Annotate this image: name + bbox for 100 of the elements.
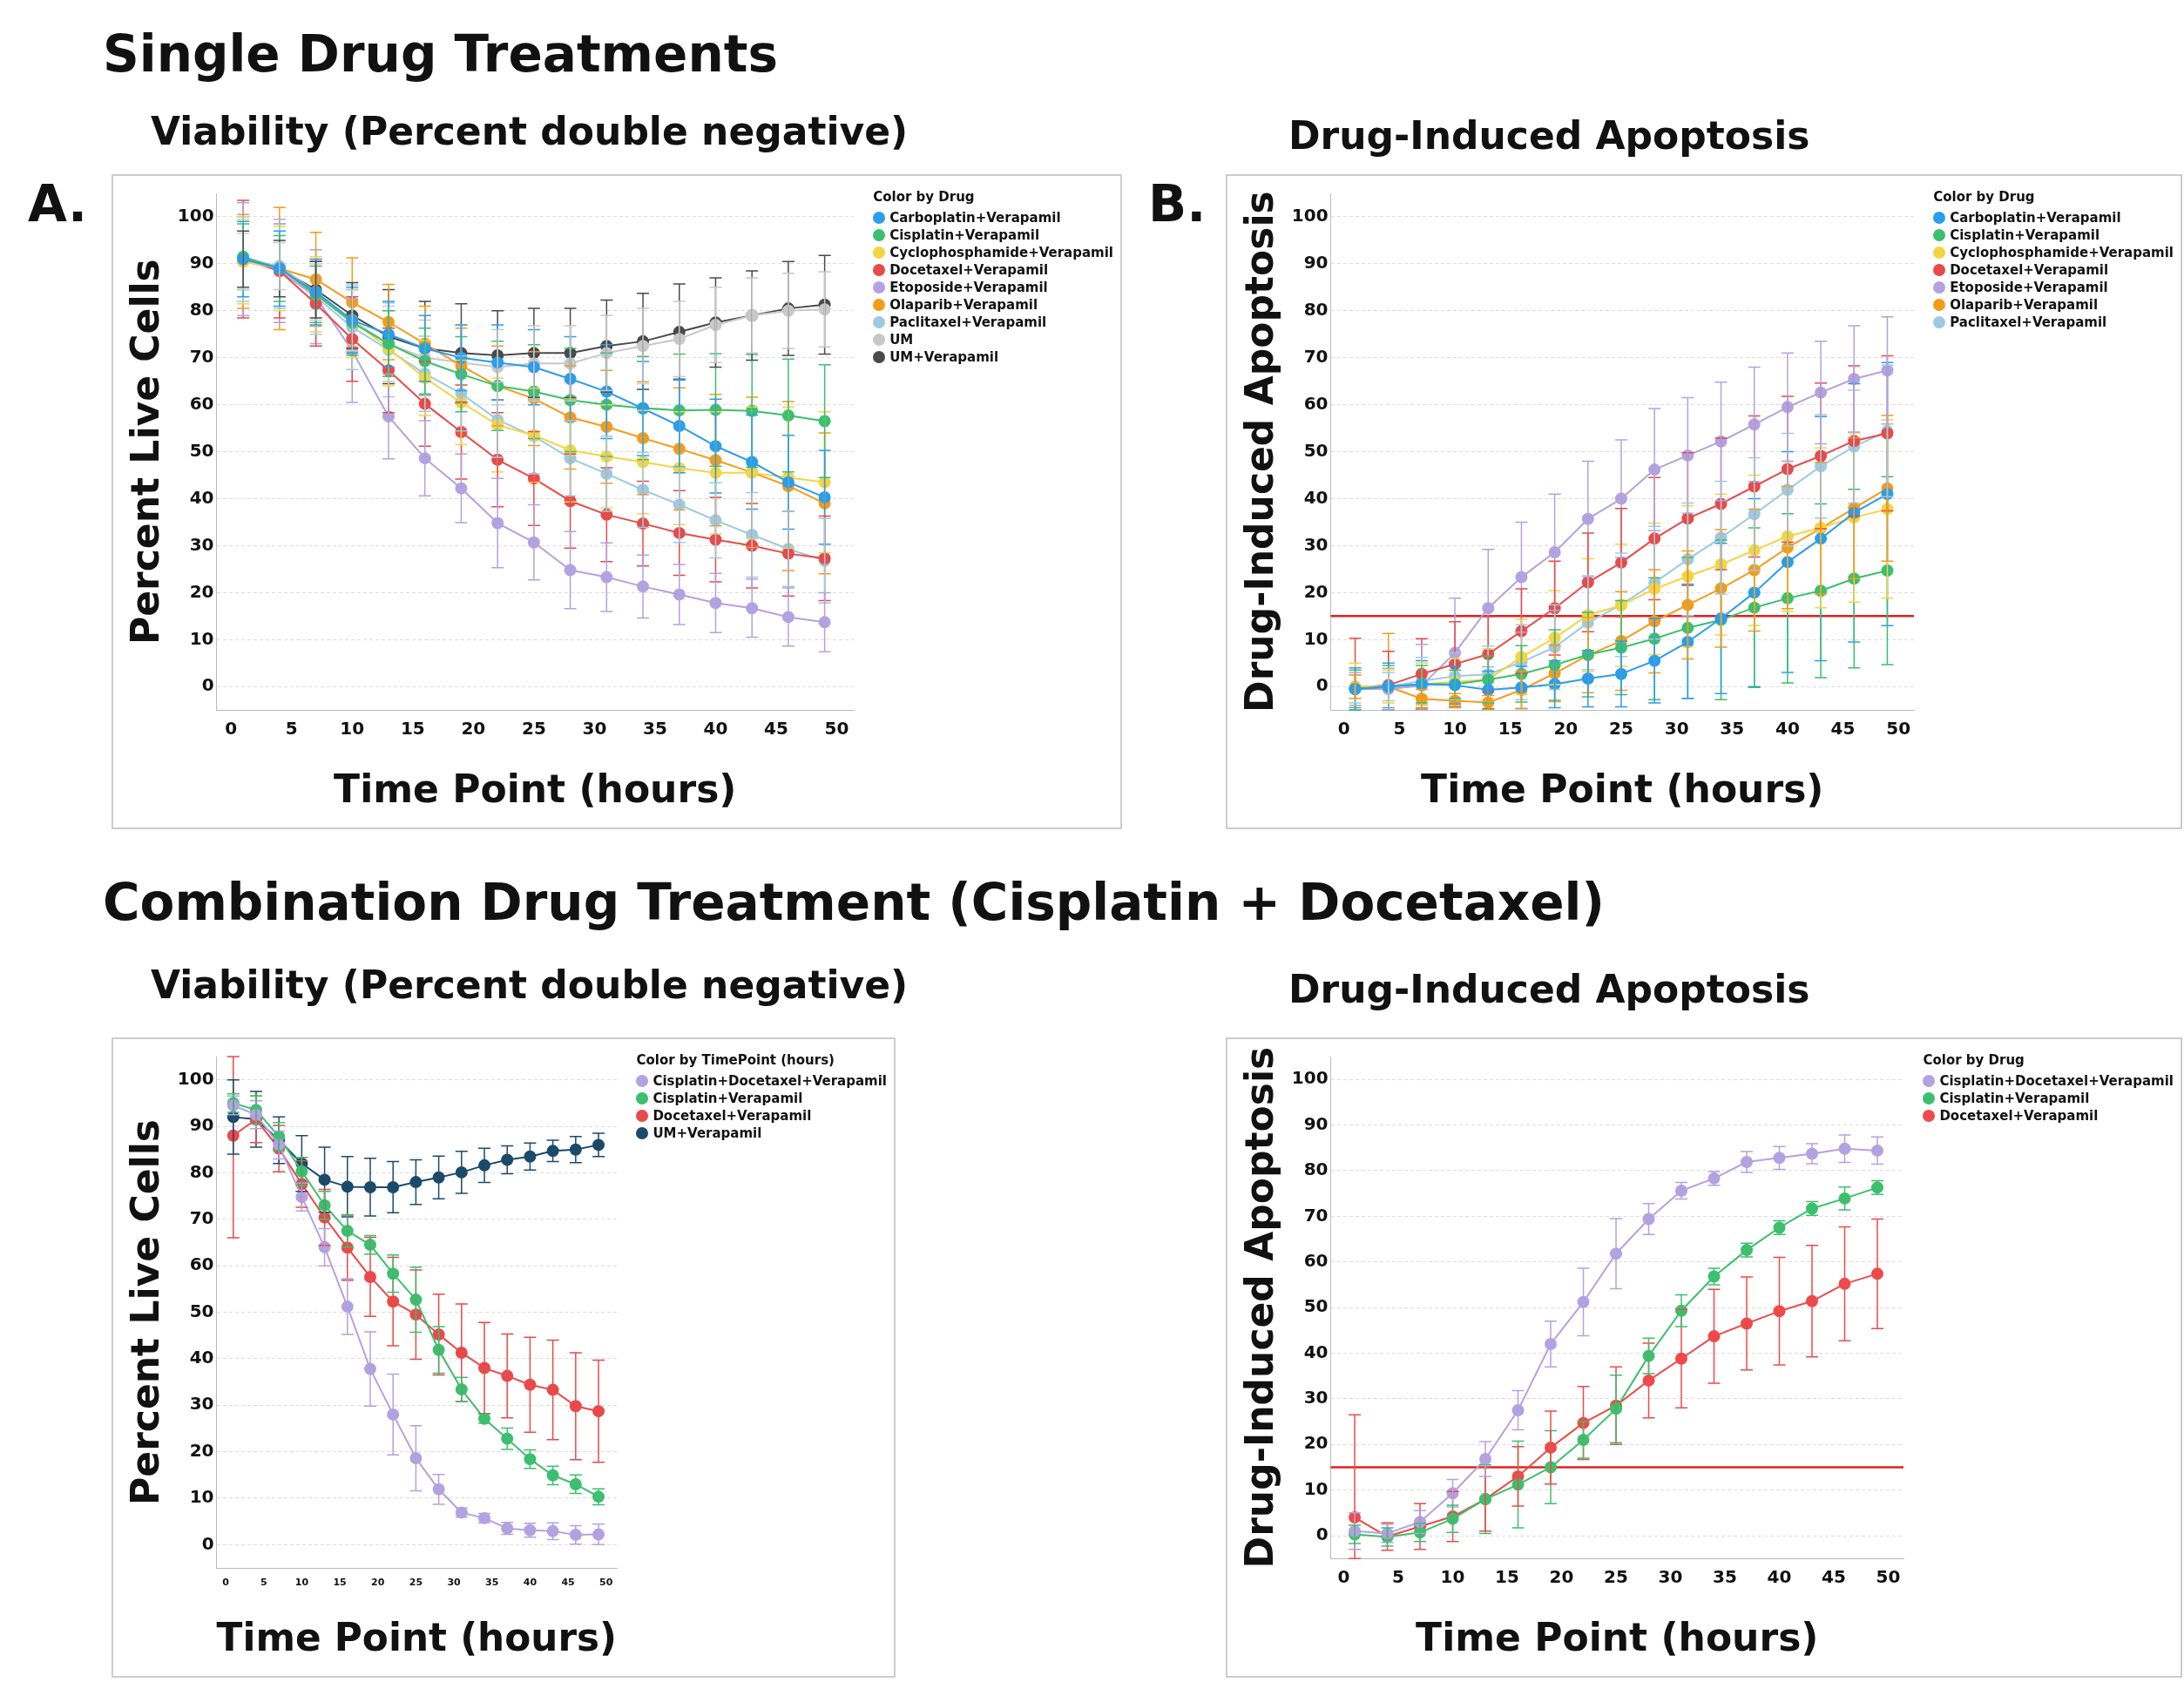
legend-label: Cisplatin+Docetaxel+Verapamil bbox=[1939, 1073, 2174, 1089]
x-tick-label: 40 bbox=[523, 1577, 538, 1589]
legend-label: Docetaxel+Verapamil bbox=[652, 1108, 812, 1124]
y-tick-label: 60 bbox=[189, 1253, 214, 1275]
y-tick-label: 40 bbox=[189, 1347, 214, 1368]
y-tick-label: 20 bbox=[189, 1439, 214, 1461]
x-tick-label: 20 bbox=[1549, 1566, 1574, 1588]
x-tick-label: 10 bbox=[1440, 1566, 1465, 1588]
x-tick-label: 20 bbox=[371, 1577, 385, 1589]
x-tick-label: 15 bbox=[1495, 1566, 1519, 1588]
x-axis-title: Time Point (hours) bbox=[216, 1614, 617, 1660]
y-tick-label: 40 bbox=[1303, 486, 1329, 508]
y-tick-label: 10 bbox=[1303, 1477, 1329, 1499]
text: B. bbox=[1148, 174, 1207, 233]
x-tick-label: 20 bbox=[461, 718, 486, 740]
y-tick-label: 0 bbox=[201, 674, 214, 696]
y-tick-label: 30 bbox=[1303, 533, 1329, 555]
x-tick-label: 25 bbox=[1604, 1566, 1628, 1588]
y-tick-label: 30 bbox=[1303, 1387, 1329, 1408]
chart-title: Viability (Percent double negative) bbox=[151, 109, 909, 153]
y-axis-title: Drug-Induced Apoptosis bbox=[1236, 191, 1281, 713]
x-tick-label: 0 bbox=[1337, 1566, 1350, 1588]
legend-label: Carboplatin+Verapamil bbox=[889, 210, 1061, 226]
y-tick-label: 20 bbox=[1303, 580, 1329, 602]
legend-label: Docetaxel+Verapamil bbox=[1950, 262, 2109, 278]
x-tick-label: 15 bbox=[400, 718, 425, 740]
x-tick-label: 50 bbox=[599, 1577, 613, 1589]
y-tick-label: 30 bbox=[189, 533, 214, 555]
x-tick-label: 30 bbox=[1664, 718, 1689, 740]
chart-title: Drug-Induced Apoptosis bbox=[1288, 967, 1810, 1011]
x-tick-label: 0 bbox=[225, 718, 238, 740]
x-tick-label: 35 bbox=[643, 718, 667, 740]
x-tick-label: 0 bbox=[1337, 718, 1350, 740]
y-axis-title: Percent Live Cells bbox=[122, 1119, 167, 1505]
y-tick-label: 90 bbox=[1303, 1112, 1329, 1134]
text: Single Drug Treatments bbox=[103, 24, 778, 84]
x-tick-label: 25 bbox=[521, 718, 546, 740]
legend-label: Docetaxel+Verapamil bbox=[889, 262, 1049, 278]
legend-title: Color by Drug bbox=[1933, 188, 2036, 206]
y-tick-label: 60 bbox=[1303, 1249, 1329, 1271]
x-tick-label: 50 bbox=[1886, 718, 1911, 740]
legend-label: Paclitaxel+Verapamil bbox=[889, 314, 1047, 330]
y-tick-label: 100 bbox=[177, 205, 214, 226]
y-tick-label: 40 bbox=[1303, 1341, 1329, 1362]
y-tick-label: 80 bbox=[1303, 1158, 1329, 1180]
x-tick-label: 5 bbox=[285, 718, 298, 740]
legend-label: Carboplatin+Verapamil bbox=[1950, 210, 2121, 226]
y-axis-title: Drug-Induced Apoptosis bbox=[1236, 1046, 1281, 1569]
legend-label: Cyclophosphamide+Verapamil bbox=[1950, 245, 2174, 260]
legend-label: Cisplatin+Docetaxel+Verapamil bbox=[652, 1073, 887, 1089]
x-tick-label: 45 bbox=[764, 718, 788, 740]
y-tick-label: 50 bbox=[1303, 1295, 1329, 1317]
y-tick-label: 80 bbox=[189, 1160, 214, 1182]
legend-label: Etoposide+Verapamil bbox=[889, 280, 1048, 295]
y-tick-label: 10 bbox=[189, 627, 214, 649]
x-axis-title: Time Point (hours) bbox=[334, 767, 737, 812]
legend-label: Olaparib+Verapamil bbox=[889, 297, 1038, 313]
y-tick-label: 10 bbox=[1303, 627, 1329, 649]
y-tick-label: 100 bbox=[177, 1067, 214, 1089]
y-tick-label: 80 bbox=[189, 299, 214, 321]
legend-title: Color by TimePoint (hours) bbox=[636, 1051, 835, 1069]
y-tick-label: 40 bbox=[189, 486, 214, 508]
chart-title: Drug-Induced Apoptosis bbox=[1288, 113, 1810, 158]
legend-label: Cisplatin+Verapamil bbox=[652, 1091, 803, 1106]
chart-title: Viability (Percent double negative) bbox=[151, 963, 909, 1007]
x-tick-label: 30 bbox=[582, 718, 607, 740]
text: Combination Drug Treatment (Cisplatin + Docetaxel) bbox=[103, 873, 1605, 932]
x-tick-label: 45 bbox=[1830, 718, 1856, 740]
y-tick-label: 70 bbox=[189, 345, 214, 367]
legend-label: Cisplatin+Verapamil bbox=[1950, 227, 2100, 243]
y-tick-label: 90 bbox=[189, 1114, 214, 1136]
y-tick-label: 90 bbox=[189, 252, 214, 274]
y-tick-label: 50 bbox=[189, 1300, 214, 1321]
y-tick-label: 70 bbox=[1303, 1204, 1329, 1226]
x-tick-label: 40 bbox=[1767, 1566, 1792, 1588]
legend-title: Color by Drug bbox=[873, 188, 976, 206]
legend-label: UM+Verapamil bbox=[889, 349, 999, 365]
y-tick-label: 0 bbox=[201, 1532, 214, 1554]
y-tick-label: 100 bbox=[1291, 1067, 1329, 1089]
y-tick-label: 70 bbox=[189, 1206, 214, 1228]
legend-label: Cisplatin+Verapamil bbox=[889, 227, 1040, 243]
y-tick-label: 0 bbox=[1315, 674, 1329, 696]
x-tick-label: 25 bbox=[1609, 718, 1633, 740]
legend-title: Color by Drug bbox=[1923, 1051, 2025, 1069]
y-tick-label: 80 bbox=[1303, 299, 1329, 321]
x-tick-label: 10 bbox=[294, 1577, 309, 1589]
legend-label: Docetaxel+Verapamil bbox=[1939, 1108, 2099, 1124]
x-tick-label: 15 bbox=[333, 1577, 347, 1589]
y-tick-label: 20 bbox=[1303, 1432, 1329, 1454]
y-axis-title: Percent Live Cells bbox=[122, 259, 167, 645]
legend-label: Cyclophosphamide+Verapamil bbox=[889, 245, 1113, 260]
y-tick-label: 70 bbox=[1303, 345, 1329, 367]
x-tick-label: 25 bbox=[409, 1577, 423, 1589]
legend-label: UM bbox=[889, 332, 914, 348]
x-tick-label: 45 bbox=[561, 1577, 575, 1589]
legend-label: UM+Verapamil bbox=[652, 1125, 762, 1141]
y-tick-label: 20 bbox=[189, 580, 214, 602]
x-tick-label: 5 bbox=[260, 1577, 267, 1589]
x-tick-label: 50 bbox=[1876, 1566, 1901, 1588]
legend-label: Olaparib+Verapamil bbox=[1950, 297, 2099, 313]
